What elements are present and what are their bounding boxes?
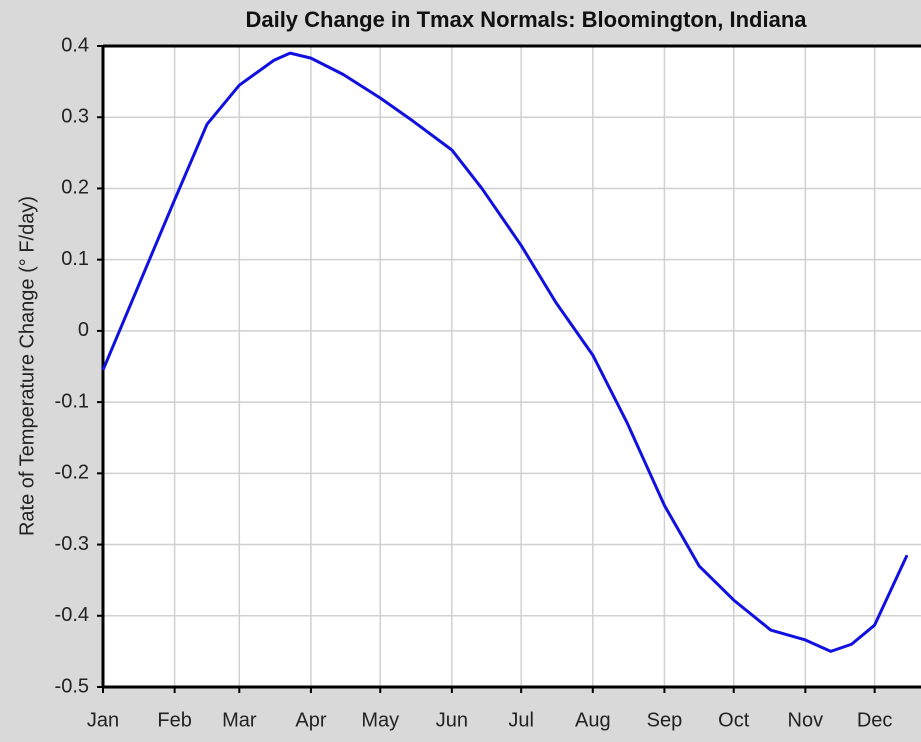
x-tick-label: Dec bbox=[857, 709, 893, 731]
y-tick-label: -0.3 bbox=[55, 533, 89, 555]
y-tick-label: -0.2 bbox=[55, 462, 89, 484]
y-tick-label: -0.4 bbox=[55, 604, 89, 626]
x-tick-label: Sep bbox=[647, 709, 683, 731]
x-tick-label: Feb bbox=[157, 709, 191, 731]
y-axis-label: Rate of Temperature Change (° F/day) bbox=[16, 196, 38, 536]
y-tick-label: -0.5 bbox=[55, 675, 89, 697]
x-tick-label: Jan bbox=[87, 709, 119, 731]
x-tick-label: May bbox=[361, 709, 399, 731]
x-tick-label: Oct bbox=[718, 709, 750, 731]
y-tick-label: 0 bbox=[78, 319, 89, 341]
x-tick-label: Apr bbox=[295, 709, 326, 731]
x-tick-label: Aug bbox=[575, 709, 611, 731]
y-tick-label: 0.4 bbox=[61, 34, 89, 56]
x-tick-label: Jun bbox=[436, 709, 468, 731]
x-tick-label: Nov bbox=[788, 709, 824, 731]
y-tick-label: 0.1 bbox=[61, 248, 89, 270]
x-tick-label: Jul bbox=[508, 709, 534, 731]
y-tick-label: 0.3 bbox=[61, 106, 89, 128]
data-line bbox=[101, 51, 909, 653]
y-tick-label: -0.1 bbox=[55, 390, 89, 412]
x-tick-label: Mar bbox=[222, 709, 257, 731]
chart-title: Daily Change in Tmax Normals: Bloomingto… bbox=[245, 7, 807, 32]
y-tick-label: 0.2 bbox=[61, 177, 89, 199]
plot-area bbox=[103, 46, 921, 687]
